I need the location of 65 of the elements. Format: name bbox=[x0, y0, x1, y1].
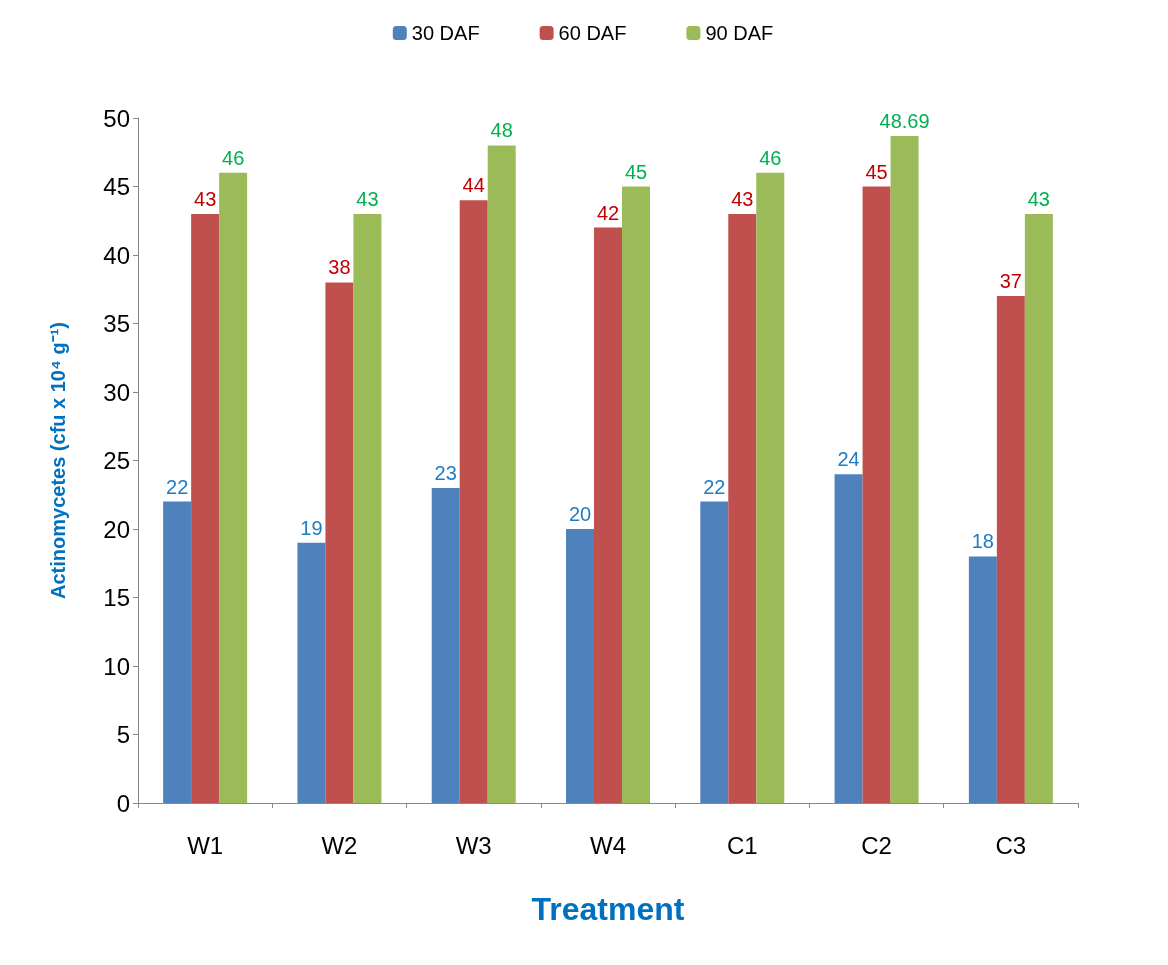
bar bbox=[700, 501, 729, 803]
data-label: 22 bbox=[703, 475, 726, 498]
y-tick-label: 5 bbox=[116, 721, 130, 748]
x-axis-title: Treatment bbox=[531, 891, 685, 927]
bar bbox=[566, 529, 594, 803]
data-label: 43 bbox=[356, 187, 379, 210]
bar bbox=[297, 542, 326, 803]
y-tick-label: 0 bbox=[116, 789, 130, 817]
data-label: 43 bbox=[731, 187, 754, 210]
y-tick-label: 30 bbox=[103, 378, 130, 406]
data-label: 45 bbox=[624, 160, 648, 183]
data-label: 20 bbox=[568, 503, 592, 525]
data-label: 18 bbox=[971, 530, 994, 553]
x-tick-label: C3 bbox=[995, 831, 1027, 859]
x-tick-label: C1 bbox=[726, 831, 758, 859]
data-label: 42 bbox=[596, 201, 620, 224]
data-label: 48.69 bbox=[879, 109, 930, 132]
bar bbox=[996, 296, 1025, 803]
bar bbox=[622, 186, 650, 803]
data-label: 23 bbox=[434, 461, 457, 484]
bar bbox=[353, 213, 382, 803]
bar bbox=[862, 186, 891, 803]
bar bbox=[219, 172, 248, 803]
bar bbox=[325, 282, 354, 803]
data-label: 46 bbox=[759, 146, 782, 169]
y-tick-label: 40 bbox=[103, 241, 130, 269]
data-label: 19 bbox=[300, 516, 323, 539]
y-tick-label: 20 bbox=[103, 515, 130, 543]
y-tick-label: 35 bbox=[103, 310, 130, 337]
data-label: 48 bbox=[490, 119, 513, 142]
data-label: 46 bbox=[222, 146, 245, 169]
bar bbox=[756, 172, 785, 803]
bar bbox=[459, 200, 488, 803]
x-tick-label: W3 bbox=[455, 831, 492, 859]
data-label: 22 bbox=[166, 475, 189, 498]
x-tick-label: W2 bbox=[321, 831, 358, 859]
x-tick-label: W1 bbox=[187, 831, 224, 859]
legend-label: 90 DAF bbox=[705, 22, 774, 44]
y-tick-label: 45 bbox=[103, 173, 130, 200]
data-label: 24 bbox=[837, 448, 860, 471]
data-label: 43 bbox=[1027, 187, 1050, 210]
bar bbox=[487, 145, 516, 803]
data-label: 43 bbox=[194, 187, 217, 210]
y-tick-label: 50 bbox=[103, 104, 130, 132]
bar bbox=[890, 135, 919, 803]
bar bbox=[968, 556, 997, 803]
data-label: 38 bbox=[328, 256, 351, 279]
x-tick-label: W4 bbox=[590, 831, 626, 859]
legend-label: 30 DAF bbox=[411, 22, 480, 44]
bar bbox=[431, 487, 460, 803]
y-tick-label: 15 bbox=[103, 584, 130, 611]
y-tick-label: 25 bbox=[103, 447, 130, 474]
bar bbox=[191, 213, 220, 803]
data-label: 37 bbox=[999, 270, 1022, 293]
data-label: 44 bbox=[462, 174, 485, 197]
bar bbox=[1024, 213, 1053, 803]
bar bbox=[834, 474, 863, 803]
x-tick-label: C2 bbox=[861, 831, 892, 859]
bar bbox=[163, 501, 192, 803]
bar bbox=[728, 213, 757, 803]
y-axis-title: Actinomycetes (cfu x 10⁴ g⁻¹) bbox=[47, 322, 69, 599]
bar bbox=[594, 227, 622, 803]
legend-label: 60 DAF bbox=[558, 22, 627, 44]
data-label: 45 bbox=[865, 160, 888, 183]
y-tick-label: 10 bbox=[103, 652, 130, 680]
